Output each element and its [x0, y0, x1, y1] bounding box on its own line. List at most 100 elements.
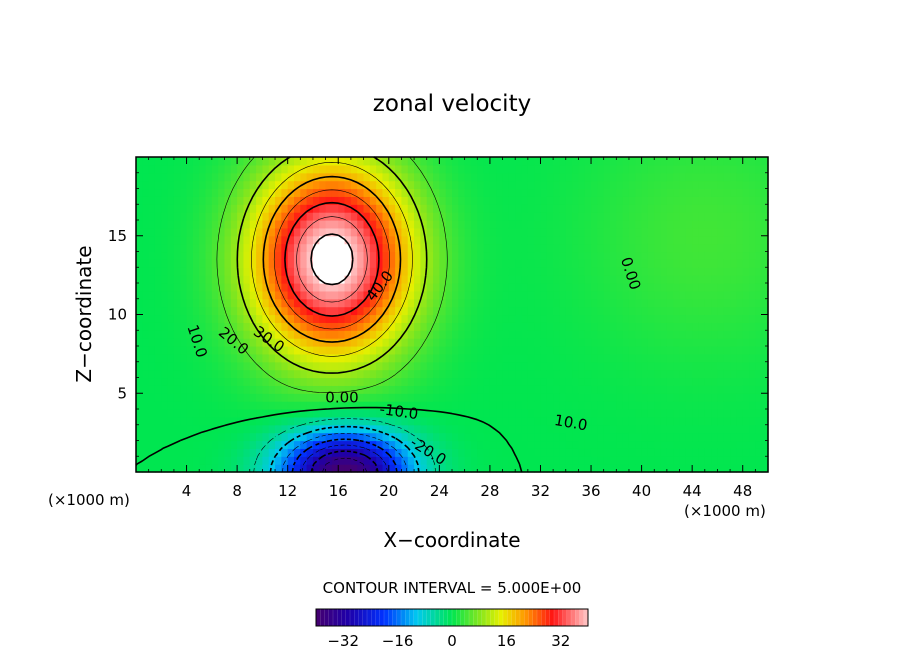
field-cell [717, 204, 725, 213]
field-cell [433, 259, 440, 268]
field-cell [452, 393, 459, 402]
field-cell [376, 401, 384, 410]
field-cell [294, 306, 301, 316]
field-cell [578, 251, 586, 260]
field-cell [723, 440, 731, 449]
field-cell [243, 456, 251, 465]
field-cell [679, 361, 687, 371]
field-cell [325, 196, 333, 205]
field-cell [306, 464, 314, 473]
field-cell [369, 212, 377, 221]
field-cell [426, 464, 434, 473]
field-cell [306, 353, 314, 363]
field-cell [496, 401, 504, 410]
field-cell [761, 346, 769, 355]
field-cell [275, 275, 282, 284]
field-cell [369, 401, 377, 410]
field-cell [553, 369, 561, 379]
field-cell [565, 251, 573, 260]
colorbar-swatch [418, 609, 423, 626]
field-cell [414, 164, 421, 174]
field-cell [496, 393, 504, 402]
field-cell [628, 377, 636, 386]
field-cell [363, 448, 371, 457]
field-cell [281, 243, 289, 253]
field-cell [578, 275, 586, 284]
field-cell [306, 314, 314, 323]
field-cell [698, 212, 706, 221]
field-cell [464, 306, 472, 316]
field-cell [211, 251, 219, 260]
field-cell [312, 164, 320, 174]
colorbar-swatch [511, 609, 517, 626]
field-cell [344, 243, 352, 253]
field-cell [439, 188, 447, 197]
field-cell [281, 456, 289, 465]
field-cell [635, 346, 643, 355]
field-cell [414, 322, 421, 331]
field-cell [268, 314, 276, 323]
field-cell [161, 338, 169, 347]
field-cell [338, 157, 346, 166]
field-cell [331, 251, 339, 260]
field-cell [591, 448, 598, 457]
field-cell [698, 393, 706, 402]
field-cell [426, 409, 434, 418]
field-cell [698, 432, 706, 442]
field-cell [230, 369, 238, 379]
field-cell [331, 290, 339, 300]
field-cell [730, 196, 737, 205]
field-cell [641, 416, 649, 426]
field-cell [369, 346, 377, 355]
field-cell [142, 424, 150, 434]
field-cell [268, 172, 276, 182]
field-cell [553, 251, 561, 260]
field-cell [647, 401, 655, 410]
field-cell [148, 330, 156, 339]
field-cell [180, 456, 188, 465]
field-cell [167, 353, 175, 363]
field-cell [584, 448, 592, 457]
field-cell [319, 259, 327, 268]
field-cell [572, 275, 579, 284]
field-cell [610, 385, 617, 394]
field-cell [458, 290, 466, 300]
field-cell [698, 204, 706, 213]
field-cell [249, 432, 257, 442]
field-cell [749, 227, 756, 237]
field-cell [597, 298, 605, 308]
field-cell [647, 212, 655, 221]
field-cell [704, 338, 712, 347]
field-cell [230, 235, 238, 245]
field-cell [641, 212, 649, 221]
field-cell [603, 432, 611, 442]
field-cell [369, 409, 377, 418]
field-cell [363, 369, 371, 379]
field-cell [597, 361, 605, 371]
field-cell [167, 369, 175, 379]
field-cell [300, 416, 308, 426]
field-cell [628, 424, 636, 434]
field-cell [603, 251, 611, 260]
field-cell [230, 346, 238, 355]
field-cell [338, 220, 346, 229]
field-cell [205, 401, 213, 410]
field-cell [382, 220, 390, 229]
field-cell [376, 267, 384, 276]
field-cell [350, 164, 358, 174]
field-cell [325, 204, 333, 213]
field-cell [496, 346, 504, 355]
field-cell [742, 204, 750, 213]
field-cell [211, 204, 219, 213]
field-cell [312, 338, 320, 347]
field-cell [477, 172, 485, 182]
field-cell [559, 290, 567, 300]
field-cell [679, 298, 687, 308]
field-cell [464, 227, 472, 237]
field-cell [496, 369, 504, 379]
field-cell [464, 212, 472, 221]
field-cell [755, 164, 763, 174]
field-cell [205, 157, 213, 166]
field-cell [281, 290, 289, 300]
field-cell [186, 164, 194, 174]
